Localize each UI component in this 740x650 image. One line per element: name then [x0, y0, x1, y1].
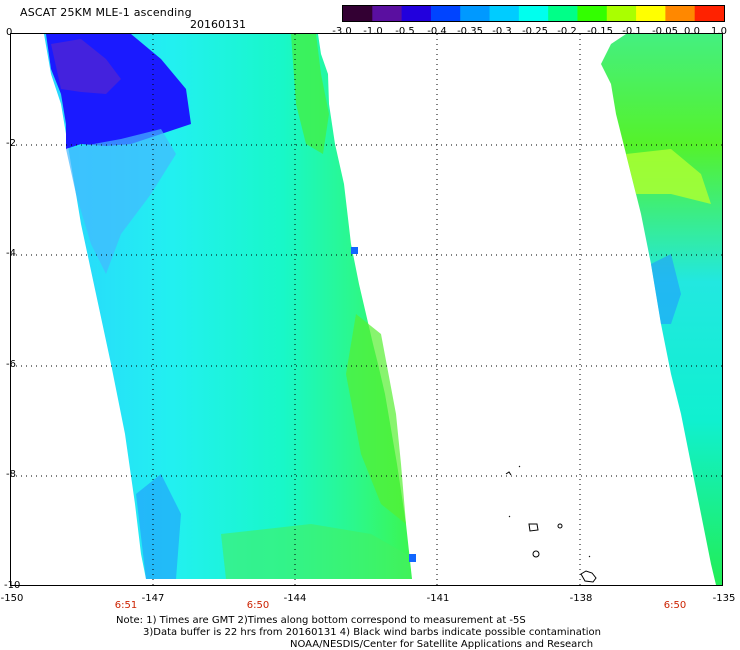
scale-label-6: -0.3 [492, 26, 512, 37]
color-scale-swatch [372, 6, 403, 21]
scale-label-8: -0.2 [557, 26, 577, 37]
map-plot-area [10, 33, 723, 586]
island-7 [588, 555, 591, 558]
color-scale-swatch [636, 6, 666, 21]
swath-left-lightblue-patch [66, 129, 176, 274]
scale-label-10: -0.1 [622, 26, 642, 37]
scale-label-12: 0.0 [684, 26, 700, 37]
swath-left-green-patch [291, 34, 329, 154]
color-scale-swatch [694, 6, 725, 21]
swath-left-pixel-2 [409, 554, 416, 562]
scale-label-11: -0.05 [652, 26, 678, 37]
color-scale-swatch [430, 6, 461, 21]
island-1 [505, 471, 512, 476]
note-line-1: Note: 1) Times are GMT 2)Times along bot… [116, 615, 526, 626]
island-outlines [505, 465, 597, 583]
y-label-0: 0 [6, 27, 13, 38]
x-label-141: -141 [426, 593, 450, 604]
note-line-2: 3)Data buffer is 22 hrs from 20160131 4)… [143, 627, 601, 638]
island-3 [528, 523, 539, 532]
y-label-6: -6 [6, 359, 16, 370]
color-scale-swatch [401, 6, 432, 21]
y-label-8: -8 [6, 469, 16, 480]
island-4 [557, 523, 563, 529]
scale-label-3: -0.5 [395, 26, 415, 37]
island-8 [580, 570, 597, 583]
swath-right-yellow-patch [626, 149, 711, 204]
color-scale-gradient [343, 6, 725, 21]
time-label-3: 6:50 [663, 600, 687, 611]
scale-label-4: -0.4 [427, 26, 447, 37]
note-line-3: NOAA/NESDIS/Center for Satellite Applica… [290, 639, 594, 650]
color-scale-swatch [518, 6, 549, 21]
time-label-2: 6:50 [246, 600, 270, 611]
map-date: 20160131 [190, 18, 246, 31]
scale-label-1: -3.0 [332, 26, 352, 37]
x-label-144: -144 [283, 593, 307, 604]
island-5 [532, 550, 540, 558]
island-6 [508, 515, 511, 518]
y-label-2: -2 [6, 138, 16, 149]
y-label-10: -10 [4, 580, 21, 591]
swath-map [11, 34, 722, 585]
color-scale-labels: -3.0 -1.0 -0.5 -0.4 -0.35 -0.3 -0.25 -0.… [330, 26, 730, 38]
color-scale-swatch [577, 6, 608, 21]
x-label-135: -135 [712, 593, 736, 604]
time-label-1: 6:51 [114, 600, 138, 611]
island-2 [518, 465, 521, 468]
scale-label-2: -1.0 [363, 26, 383, 37]
x-label-147: -147 [141, 593, 165, 604]
scale-label-9: -0.15 [587, 26, 613, 37]
x-label-150: -150 [0, 593, 24, 604]
color-scale-swatch [606, 6, 637, 21]
scale-label-5: -0.35 [457, 26, 483, 37]
swath-left-blue-strip [136, 474, 181, 579]
color-scale-bar [342, 5, 725, 22]
color-scale-swatch [343, 6, 373, 21]
map-title: ASCAT 25KM MLE-1 ascending [20, 6, 192, 19]
grid-lines [11, 34, 722, 585]
scale-label-7: -0.25 [522, 26, 548, 37]
x-label-138: -138 [569, 593, 593, 604]
scale-label-13: 1.0 [711, 26, 727, 37]
color-scale-swatch [548, 6, 578, 21]
swath-left-pixel-1 [351, 247, 358, 254]
color-scale-swatch [665, 6, 696, 21]
swath-left-green-patch-3 [221, 524, 412, 579]
color-scale-swatch [489, 6, 520, 21]
y-label-4: -4 [6, 248, 16, 259]
color-scale-swatch [460, 6, 491, 21]
swath-right-blue-patch [651, 254, 681, 324]
swath-left-purple-patch [51, 39, 121, 94]
